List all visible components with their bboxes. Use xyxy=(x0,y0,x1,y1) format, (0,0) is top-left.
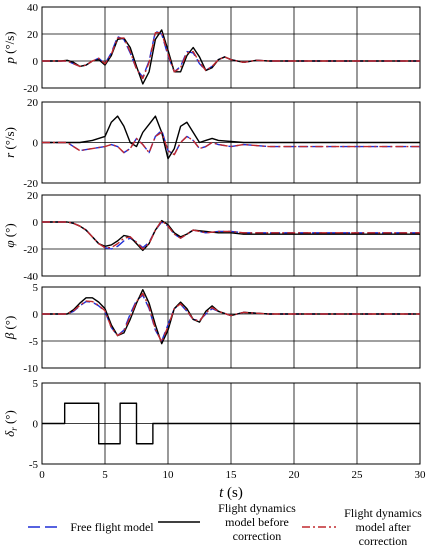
y-tick-label: -40 xyxy=(23,271,38,283)
y-tick-label: 0 xyxy=(33,56,39,68)
y-axis-label: φ (°) xyxy=(2,223,17,247)
legend-label: correction xyxy=(233,529,282,543)
x-tick-label: 25 xyxy=(352,469,364,481)
legend-label: model before xyxy=(225,515,289,529)
y-tick-label: 40 xyxy=(27,2,39,14)
y-tick-label: 0 xyxy=(33,309,39,321)
legend-label: Flight dynamics xyxy=(344,506,422,520)
y-tick-label: -5 xyxy=(29,336,39,348)
legend-item: Free flight model xyxy=(28,520,154,534)
subplot-5: 50-5δr (°)0 5 10 15 20 25 30 xyxy=(2,378,426,481)
x-axis-label: t (s) xyxy=(219,485,243,501)
plot-frame xyxy=(41,6,421,89)
plot-frame xyxy=(41,286,421,369)
legend-label: model after xyxy=(356,520,411,534)
y-axis-label: r (°/s) xyxy=(2,127,17,158)
y-tick-label: 20 xyxy=(27,97,39,109)
x-tick-label: 20 xyxy=(289,469,301,481)
y-axis-label: δr (°) xyxy=(2,410,19,437)
subplot-3: 20 0 -20 -40 φ (°) xyxy=(2,190,421,283)
plot-frame xyxy=(41,194,421,277)
x-tick-label: 5 xyxy=(102,469,108,481)
x-tick-label: 10 xyxy=(163,469,175,481)
y-tick-label: 20 xyxy=(27,29,39,41)
subplot-4: 5 0 -5 -10 β (°) xyxy=(2,282,421,375)
subplot-1: 40 20 0 -20 p (°/s) xyxy=(2,2,421,95)
y-tick-label: -20 xyxy=(23,178,38,190)
subplot-2: 20 0 -20 r (°/s) xyxy=(2,97,421,190)
x-tick-label: 0 xyxy=(39,469,45,481)
y-tick-label: -20 xyxy=(23,83,38,95)
y-tick-label: -5 xyxy=(29,459,39,471)
y-tick-label: 0 xyxy=(33,217,39,229)
y-axis-label: β (°) xyxy=(2,316,17,341)
y-tick-label: 0 xyxy=(33,419,39,431)
series-line xyxy=(42,402,420,445)
series-line xyxy=(42,31,420,80)
series-line xyxy=(42,292,420,343)
y-axis-label: p (°/s) xyxy=(2,31,17,64)
y-tick-label: 20 xyxy=(27,190,39,202)
legend-label: Free flight model xyxy=(70,520,154,534)
x-tick-label: 15 xyxy=(226,469,238,481)
y-tick-label: -20 xyxy=(23,244,38,256)
y-tick-label: 0 xyxy=(33,138,39,150)
series-line xyxy=(42,219,420,250)
y-tick-label: 5 xyxy=(33,378,39,390)
legend-label: correction xyxy=(359,534,408,548)
x-tick-label: 30 xyxy=(415,469,427,481)
y-tick-label: 5 xyxy=(33,282,39,294)
legend-label: Flight dynamics xyxy=(218,501,296,515)
series-line xyxy=(42,131,420,156)
y-tick-label: -10 xyxy=(23,363,38,375)
